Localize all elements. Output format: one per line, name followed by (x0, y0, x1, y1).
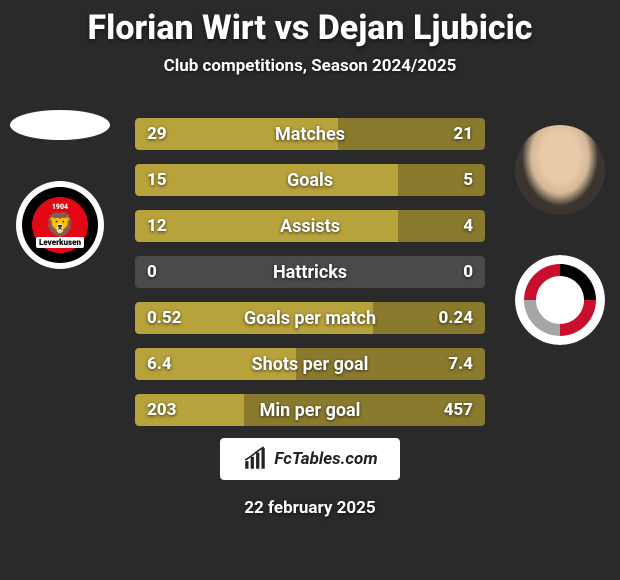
stat-value-right: 5 (463, 164, 473, 196)
left-column: 1904 🦁 Leverkusen (10, 110, 110, 270)
hurricane-icon (515, 255, 605, 345)
comparison-title: Florian Wirt vs Dejan Ljubicic (0, 8, 620, 48)
stat-row: Hattricks0 0 (135, 256, 485, 288)
stat-row: Min per goal203 457 (135, 394, 485, 426)
stat-value-right: 21 (453, 118, 473, 150)
stat-label: Matches (135, 118, 485, 150)
stat-label: Goals per match (135, 302, 485, 334)
stat-value-left: 0 (147, 256, 157, 288)
infographic-content: Florian Wirt vs Dejan Ljubicic Club comp… (0, 0, 620, 580)
leverkusen-icon: 1904 🦁 Leverkusen (16, 181, 104, 269)
stat-label: Assists (135, 210, 485, 242)
chart-icon (242, 446, 268, 472)
stat-label: Hattricks (135, 256, 485, 288)
stat-value-right: 457 (444, 394, 473, 426)
stat-row: Shots per goal6.4 7.4 (135, 348, 485, 380)
stat-row: Goals15 5 (135, 164, 485, 196)
stat-value-left: 203 (147, 394, 176, 426)
stat-row: Assists12 4 (135, 210, 485, 242)
brand-badge: FcTables.com (220, 438, 400, 480)
brand-text: FcTables.com (274, 449, 377, 469)
stat-label: Min per goal (135, 394, 485, 426)
stat-value-right: 0 (463, 256, 473, 288)
stat-row: Goals per match0.52 0.24 (135, 302, 485, 334)
stat-value-left: 12 (147, 210, 167, 242)
club-badge-right (515, 255, 605, 345)
stat-bars: Matches29 21 Goals15 5 Assists12 4 Hattricks0 0… (135, 118, 485, 426)
stat-label: Goals (135, 164, 485, 196)
right-column (510, 125, 610, 345)
stat-value-right: 7.4 (448, 348, 473, 380)
stat-value-left: 6.4 (147, 348, 172, 380)
stat-label: Shots per goal (135, 348, 485, 380)
comparison-subtitle: Club competitions, Season 2024/2025 (0, 56, 620, 76)
stat-value-left: 15 (147, 164, 167, 196)
club-badge-left: 1904 🦁 Leverkusen (15, 180, 105, 270)
player-left-placeholder (10, 110, 110, 140)
stat-value-right: 4 (463, 210, 473, 242)
stat-value-left: 29 (147, 118, 167, 150)
date-text: 22 february 2025 (0, 498, 620, 518)
stat-value-left: 0.52 (147, 302, 181, 334)
stat-value-right: 0.24 (439, 302, 473, 334)
player-right-photo (515, 125, 605, 215)
stat-row: Matches29 21 (135, 118, 485, 150)
